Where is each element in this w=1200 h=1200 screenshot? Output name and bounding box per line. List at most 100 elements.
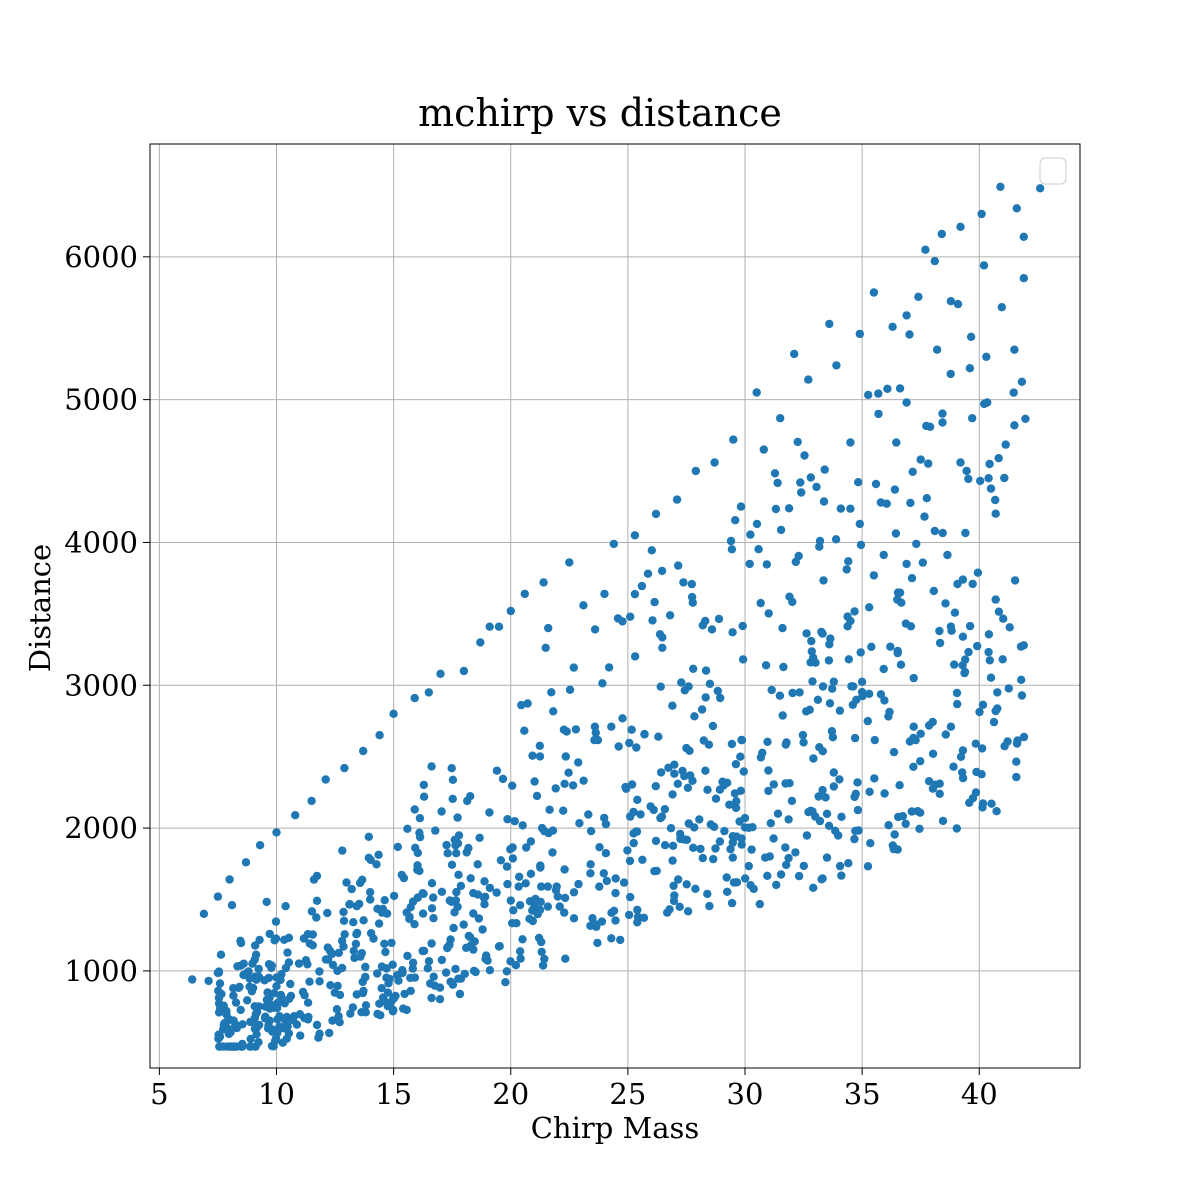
scatter-point (571, 725, 581, 734)
scatter-point (625, 856, 635, 866)
scatter-point (665, 905, 674, 914)
scatter-point (501, 978, 510, 987)
scatter-point (928, 784, 938, 793)
scatter-point (220, 1019, 229, 1028)
scatter-point (818, 785, 827, 795)
scatter-point (857, 677, 867, 686)
scatter-point (982, 352, 991, 361)
scatter-point (611, 888, 620, 898)
scatter-point (378, 993, 388, 1002)
scatter-point (968, 794, 978, 803)
scatter-point (630, 531, 640, 540)
scatter-point (950, 608, 960, 617)
scatter-point (701, 666, 711, 675)
scatter-point (656, 682, 665, 691)
scatter-point (817, 875, 826, 884)
scatter-point (246, 1034, 255, 1044)
scatter-point (277, 992, 286, 1002)
scatter-point (408, 964, 417, 973)
scatter-point (543, 902, 552, 911)
scatter-point (703, 889, 712, 899)
scatter-point (776, 414, 785, 423)
scatter-point (869, 288, 879, 297)
scatter-point (773, 809, 783, 818)
scatter-point (844, 557, 853, 566)
scatter-point (492, 766, 502, 775)
scatter-point (737, 840, 746, 849)
scatter-point (731, 803, 741, 813)
scatter-point (796, 478, 805, 487)
scatter-point (347, 884, 356, 894)
scatter-point (403, 824, 412, 833)
scatter-point (793, 437, 802, 447)
scatter-point (698, 853, 707, 863)
scatter-point (769, 780, 778, 789)
scatter-point (312, 913, 321, 922)
scatter-point (993, 704, 1002, 713)
scatter-point (560, 908, 569, 917)
scatter-point (930, 526, 939, 536)
scatter-point (294, 959, 304, 968)
scatter-point (633, 795, 642, 804)
scatter-point (359, 746, 368, 756)
scatter-point (986, 673, 996, 682)
scatter-point (837, 812, 846, 821)
scatter-point (323, 908, 332, 918)
scatter-point (958, 661, 967, 670)
scatter-point (252, 1030, 261, 1039)
scatter-point (986, 484, 996, 493)
scatter-point (928, 749, 938, 758)
scatter-point (1010, 345, 1019, 354)
x-tick-label: 5 (150, 1077, 168, 1111)
scatter-point (756, 598, 765, 608)
scatter-point (236, 938, 246, 948)
scatter-point (536, 863, 545, 872)
scatter-point (978, 803, 987, 812)
scatter-point (669, 881, 678, 890)
scatter-point (807, 636, 816, 646)
scatter-point (337, 963, 347, 973)
scatter-point (214, 967, 224, 976)
scatter-point (818, 747, 827, 756)
scatter-point (593, 938, 602, 948)
scatter-point (450, 835, 459, 845)
scatter-point (952, 824, 961, 833)
scatter-point (1012, 772, 1021, 782)
scatter-point (901, 819, 910, 828)
scatter-point (689, 843, 698, 852)
scatter-point (456, 881, 466, 891)
scatter-point (229, 991, 238, 1000)
scatter-point (781, 843, 790, 852)
scatter-point (863, 862, 873, 871)
scatter-point (956, 752, 966, 761)
chart-title: mchirp vs distance (418, 91, 782, 135)
scatter-point (462, 848, 471, 857)
scatter-point (389, 994, 398, 1003)
scatter-point (884, 712, 893, 721)
scatter-point (675, 902, 684, 911)
scatter-point (618, 714, 627, 723)
scatter-point (263, 988, 272, 997)
scatter-point (1036, 184, 1045, 193)
scatter-point (755, 899, 764, 909)
scatter-point (619, 878, 629, 887)
scatter-point (443, 943, 452, 953)
scatter-point (747, 845, 756, 854)
scatter-point (651, 509, 661, 519)
scatter-point (448, 980, 458, 989)
scatter-point (847, 682, 856, 691)
scatter-point (890, 485, 900, 494)
scatter-point (308, 930, 317, 939)
scatter-point (965, 621, 975, 631)
scatter-point (897, 598, 906, 607)
x-tick-label: 40 (961, 1077, 998, 1111)
scatter-point (303, 998, 313, 1007)
scatter-point (968, 414, 977, 423)
scatter-point (979, 261, 989, 270)
scatter-point (248, 959, 257, 968)
scatter-point (621, 782, 630, 792)
scatter-point (775, 691, 785, 700)
scatter-point (307, 907, 317, 916)
scatter-point (880, 789, 889, 798)
scatter-point (338, 846, 347, 855)
